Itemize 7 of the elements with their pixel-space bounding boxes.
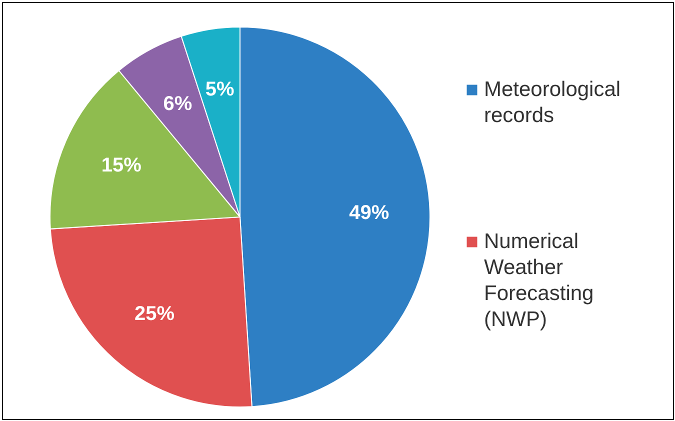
legend-label: Numerical Weather Forecasting (NWP)	[484, 230, 594, 331]
data-label: 15%	[101, 154, 142, 177]
data-label: 49%	[349, 202, 390, 224]
data-label: 6%	[163, 92, 192, 115]
data-label: 5%	[205, 78, 234, 100]
data-label: 25%	[134, 302, 175, 325]
legend-label: Meteorological records	[484, 78, 621, 127]
